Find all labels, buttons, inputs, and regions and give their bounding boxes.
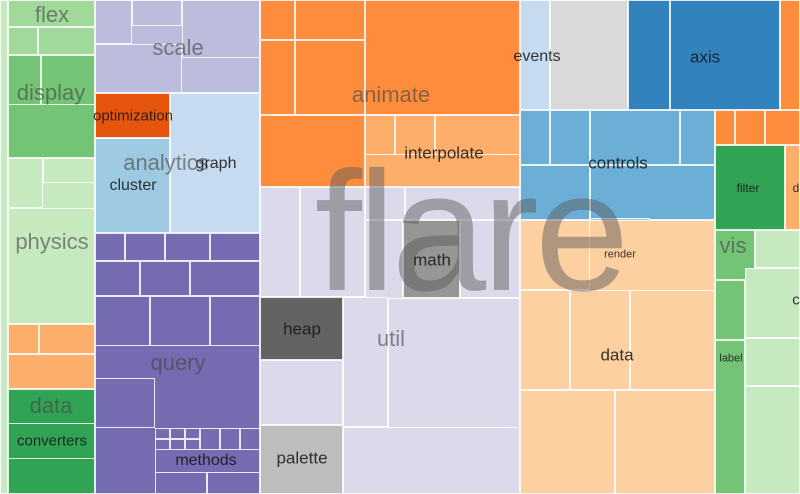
co3 (590, 110, 680, 165)
physics-orange-1 (8, 324, 39, 354)
m2 (170, 428, 185, 439)
physics-cell-3 (43, 158, 95, 183)
dv2 (520, 290, 570, 390)
an3 (365, 0, 520, 115)
data-left-cell-2 (8, 389, 95, 424)
an6 (260, 115, 365, 187)
axis-right-cell (780, 0, 800, 110)
events-gray-cell (550, 0, 628, 110)
cluster-cell (95, 138, 170, 233)
otr3 (765, 110, 800, 145)
left-edge-cell (0, 0, 8, 494)
vis6 (745, 386, 800, 494)
m9 (240, 428, 260, 450)
vis3 (715, 280, 745, 340)
dv5 (520, 390, 615, 494)
q5 (95, 261, 140, 296)
m3 (185, 428, 200, 439)
graph-cell (170, 93, 260, 233)
m4 (155, 439, 170, 450)
label-cell (715, 340, 745, 494)
m1 (155, 428, 170, 439)
axis-cell (670, 0, 780, 110)
co2 (550, 110, 590, 165)
heap-cell (260, 297, 343, 360)
u3 (365, 187, 405, 220)
u1 (260, 187, 300, 297)
cut-d-cell (785, 145, 800, 230)
m10 (155, 472, 207, 494)
vis5 (745, 338, 800, 386)
q7 (190, 261, 260, 296)
in3 (435, 115, 520, 155)
scale-cell-2 (95, 0, 132, 44)
palette-cell (260, 425, 343, 494)
q1 (95, 233, 125, 261)
dv1 (520, 220, 590, 290)
q11 (95, 378, 155, 428)
u2 (300, 187, 365, 297)
an2 (295, 0, 365, 40)
an5 (295, 40, 365, 115)
m7 (200, 428, 220, 450)
events-cell (520, 0, 550, 110)
flex-cell-2 (8, 27, 38, 55)
vis4 (745, 268, 800, 338)
u4 (405, 187, 520, 220)
display-cell-2 (8, 55, 41, 105)
dv4 (630, 290, 715, 390)
q10 (210, 296, 260, 346)
co5 (520, 165, 590, 220)
q8 (95, 296, 150, 346)
q2 (125, 233, 165, 261)
q6 (140, 261, 190, 296)
u7 (343, 297, 388, 427)
an1 (260, 0, 295, 40)
q4 (210, 233, 260, 261)
m11 (207, 472, 260, 494)
co6 (590, 165, 715, 220)
an4 (260, 40, 295, 115)
otr2 (735, 110, 765, 145)
u6 (460, 220, 520, 298)
m5 (170, 439, 185, 450)
physics-cell-2 (8, 158, 43, 208)
dv6 (615, 390, 715, 494)
flex-cell (8, 0, 95, 27)
physics-orange-3 (8, 354, 95, 389)
m6 (185, 439, 200, 450)
display-cell-3 (41, 55, 95, 105)
optimization-cell (95, 93, 170, 138)
q3 (165, 233, 210, 261)
scale-cell-5 (95, 44, 182, 93)
dv3 (570, 290, 630, 390)
physics-cell-4 (8, 208, 95, 324)
flex-cell-3 (38, 27, 95, 55)
in1 (365, 115, 395, 155)
physics-orange-2 (39, 324, 95, 354)
u8 (388, 298, 520, 428)
vis2 (755, 230, 800, 268)
data-left-cell-3 (8, 458, 95, 494)
u9 (260, 360, 343, 425)
axis-small-cell (628, 0, 670, 110)
co4 (680, 110, 715, 165)
math-cell (403, 220, 460, 298)
q9 (150, 296, 210, 346)
otr1 (715, 110, 735, 145)
in2 (395, 115, 435, 155)
scale-cell-4 (182, 0, 260, 58)
m8 (220, 428, 240, 450)
filter-cell (715, 145, 785, 230)
u10 (343, 427, 520, 494)
scale-cell-3 (132, 0, 182, 26)
co1 (520, 110, 550, 165)
